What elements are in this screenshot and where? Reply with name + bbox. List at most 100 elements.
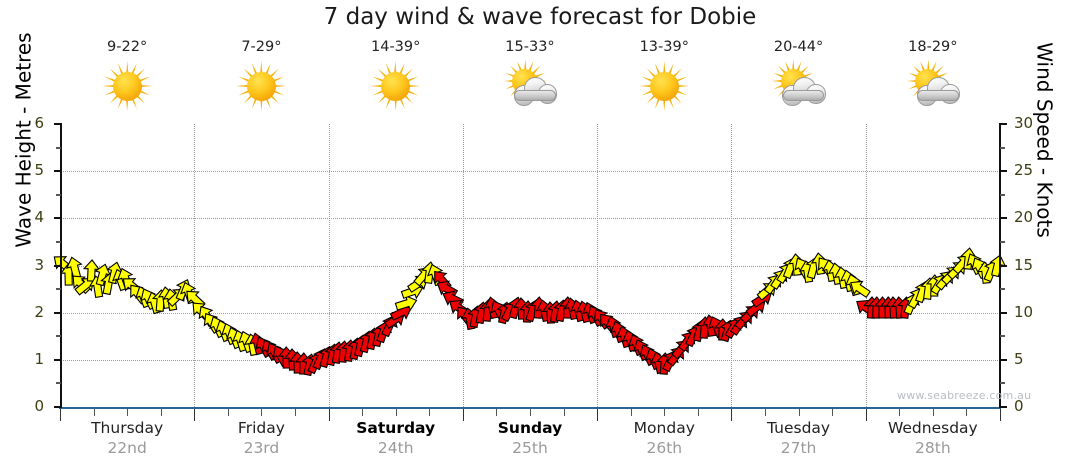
- day-date: 22nd: [107, 439, 147, 457]
- day-name: Friday: [237, 419, 285, 437]
- day-separator-tick: [194, 409, 196, 421]
- cloud-base: [917, 89, 959, 102]
- hour-tick: [765, 409, 766, 416]
- temperature-range: 9-22°: [107, 39, 148, 55]
- day-gridline: [865, 124, 867, 407]
- chart-plot-area: [54, 124, 1006, 407]
- right-axis-minor-tick: [1000, 146, 1005, 149]
- day-date: 25th: [512, 439, 548, 457]
- day-name: Sunday: [497, 419, 563, 437]
- day-gridline: [328, 124, 330, 407]
- right-axis-title: Wind Speed - Knots: [1032, 42, 1057, 238]
- cloud-glyph: [916, 77, 960, 106]
- cloud-glyph: [782, 77, 826, 106]
- day-date: 24th: [377, 439, 414, 457]
- hour-tick: [966, 409, 968, 416]
- horizontal-gridline: [60, 218, 1000, 220]
- horizontal-gridline: [60, 265, 1000, 267]
- left-axis-line: [60, 124, 62, 409]
- left-axis-minor-tick: [56, 335, 61, 338]
- left-axis-tick-label: 2: [34, 302, 44, 321]
- day-gridline: [597, 124, 599, 407]
- right-axis-tick: [999, 123, 1007, 125]
- right-axis-tick-label: 20: [1014, 208, 1034, 227]
- day-label: Wednesday 28th: [866, 418, 1000, 458]
- sunny-icon: [633, 60, 695, 112]
- day-separator-tick: [1000, 409, 1001, 421]
- left-axis-tick-label: 5: [34, 161, 44, 180]
- day-separator-tick: [731, 409, 733, 421]
- day-separator-tick: [462, 409, 464, 421]
- hour-tick: [630, 409, 632, 416]
- left-axis-tick: [54, 311, 62, 314]
- cloud-base: [782, 89, 825, 102]
- left-axis-tick: [54, 217, 62, 220]
- temperature-range: 20-44°: [773, 39, 824, 55]
- watermark: www.seabreeze.com.au: [897, 389, 1032, 402]
- hour-tick: [93, 409, 95, 416]
- left-axis-tick-label: 0: [34, 397, 44, 415]
- sun-glyph: [96, 60, 158, 112]
- left-axis-tick: [54, 170, 62, 173]
- hour-tick: [227, 409, 229, 416]
- hour-tick: [530, 409, 531, 416]
- hour-tick: [160, 409, 162, 416]
- day-label: Monday 26th: [597, 418, 731, 458]
- sun-disc: [246, 71, 276, 101]
- day-separator-tick: [328, 409, 330, 421]
- forecast-day-header: 14-39°: [329, 38, 463, 128]
- left-axis-minor-tick: [56, 193, 61, 196]
- right-axis-tick: [999, 358, 1007, 361]
- sun-disc: [112, 71, 142, 101]
- day-separator-tick: [597, 409, 599, 421]
- hour-tick: [899, 409, 901, 416]
- day-name: Monday: [633, 419, 695, 437]
- forecast-day-header: 9-22°: [60, 38, 194, 128]
- horizontal-gridline: [60, 359, 1000, 361]
- temperature-range: 15-33°: [505, 39, 555, 55]
- partly-cloudy-icon: [902, 60, 964, 112]
- horizontal-gridline: [60, 171, 1000, 173]
- day-name: Saturday: [356, 419, 436, 437]
- temperature-range: 13-39°: [639, 39, 689, 55]
- left-axis-tick-label: 6: [34, 114, 44, 132]
- sunny-icon: [365, 60, 427, 112]
- day-name: Tuesday: [767, 419, 831, 437]
- sun-disc: [649, 71, 679, 101]
- day-label: Tuesday 27th: [731, 418, 865, 458]
- right-axis-minor-tick: [1000, 193, 1005, 196]
- wind-direction-arrow: [847, 276, 873, 300]
- right-axis-minor-tick: [1000, 288, 1005, 291]
- wind-direction-arrow: [73, 273, 99, 298]
- temperature-range: 14-39°: [371, 39, 421, 55]
- hour-tick: [295, 409, 296, 416]
- left-axis-tick: [54, 264, 62, 267]
- sunny-icon: [230, 60, 292, 112]
- day-date: 23rd: [243, 439, 280, 457]
- right-axis-tick: [999, 406, 1007, 408]
- right-axis-tick: [999, 311, 1007, 314]
- day-name: Wednesday: [887, 419, 978, 437]
- right-axis-tick-label: 0: [1014, 397, 1024, 415]
- left-axis-tick: [54, 123, 62, 125]
- hour-tick: [429, 409, 431, 416]
- day-name: Thursday: [91, 419, 164, 437]
- left-axis-tick: [54, 358, 62, 361]
- day-separator-tick: [865, 409, 867, 421]
- sunny-icon: [96, 60, 158, 112]
- sun-glyph: [230, 60, 292, 112]
- forecast-day-header: 18-29°: [866, 38, 1000, 128]
- hour-tick: [261, 409, 263, 416]
- cloud-base: [514, 89, 556, 102]
- forecast-day-header: 13-39°: [597, 38, 731, 128]
- day-label: Friday 23rd: [194, 418, 328, 458]
- left-axis-title: Wave Height - Metres: [11, 32, 36, 248]
- day-date: 27th: [780, 439, 817, 457]
- day-date: 28th: [915, 439, 951, 457]
- hour-tick: [127, 409, 129, 416]
- left-axis-tick-label: 3: [34, 255, 44, 274]
- sun-glyph: [365, 60, 427, 112]
- right-axis-tick-label: 25: [1014, 161, 1034, 180]
- right-axis-tick-label: 30: [1014, 114, 1034, 132]
